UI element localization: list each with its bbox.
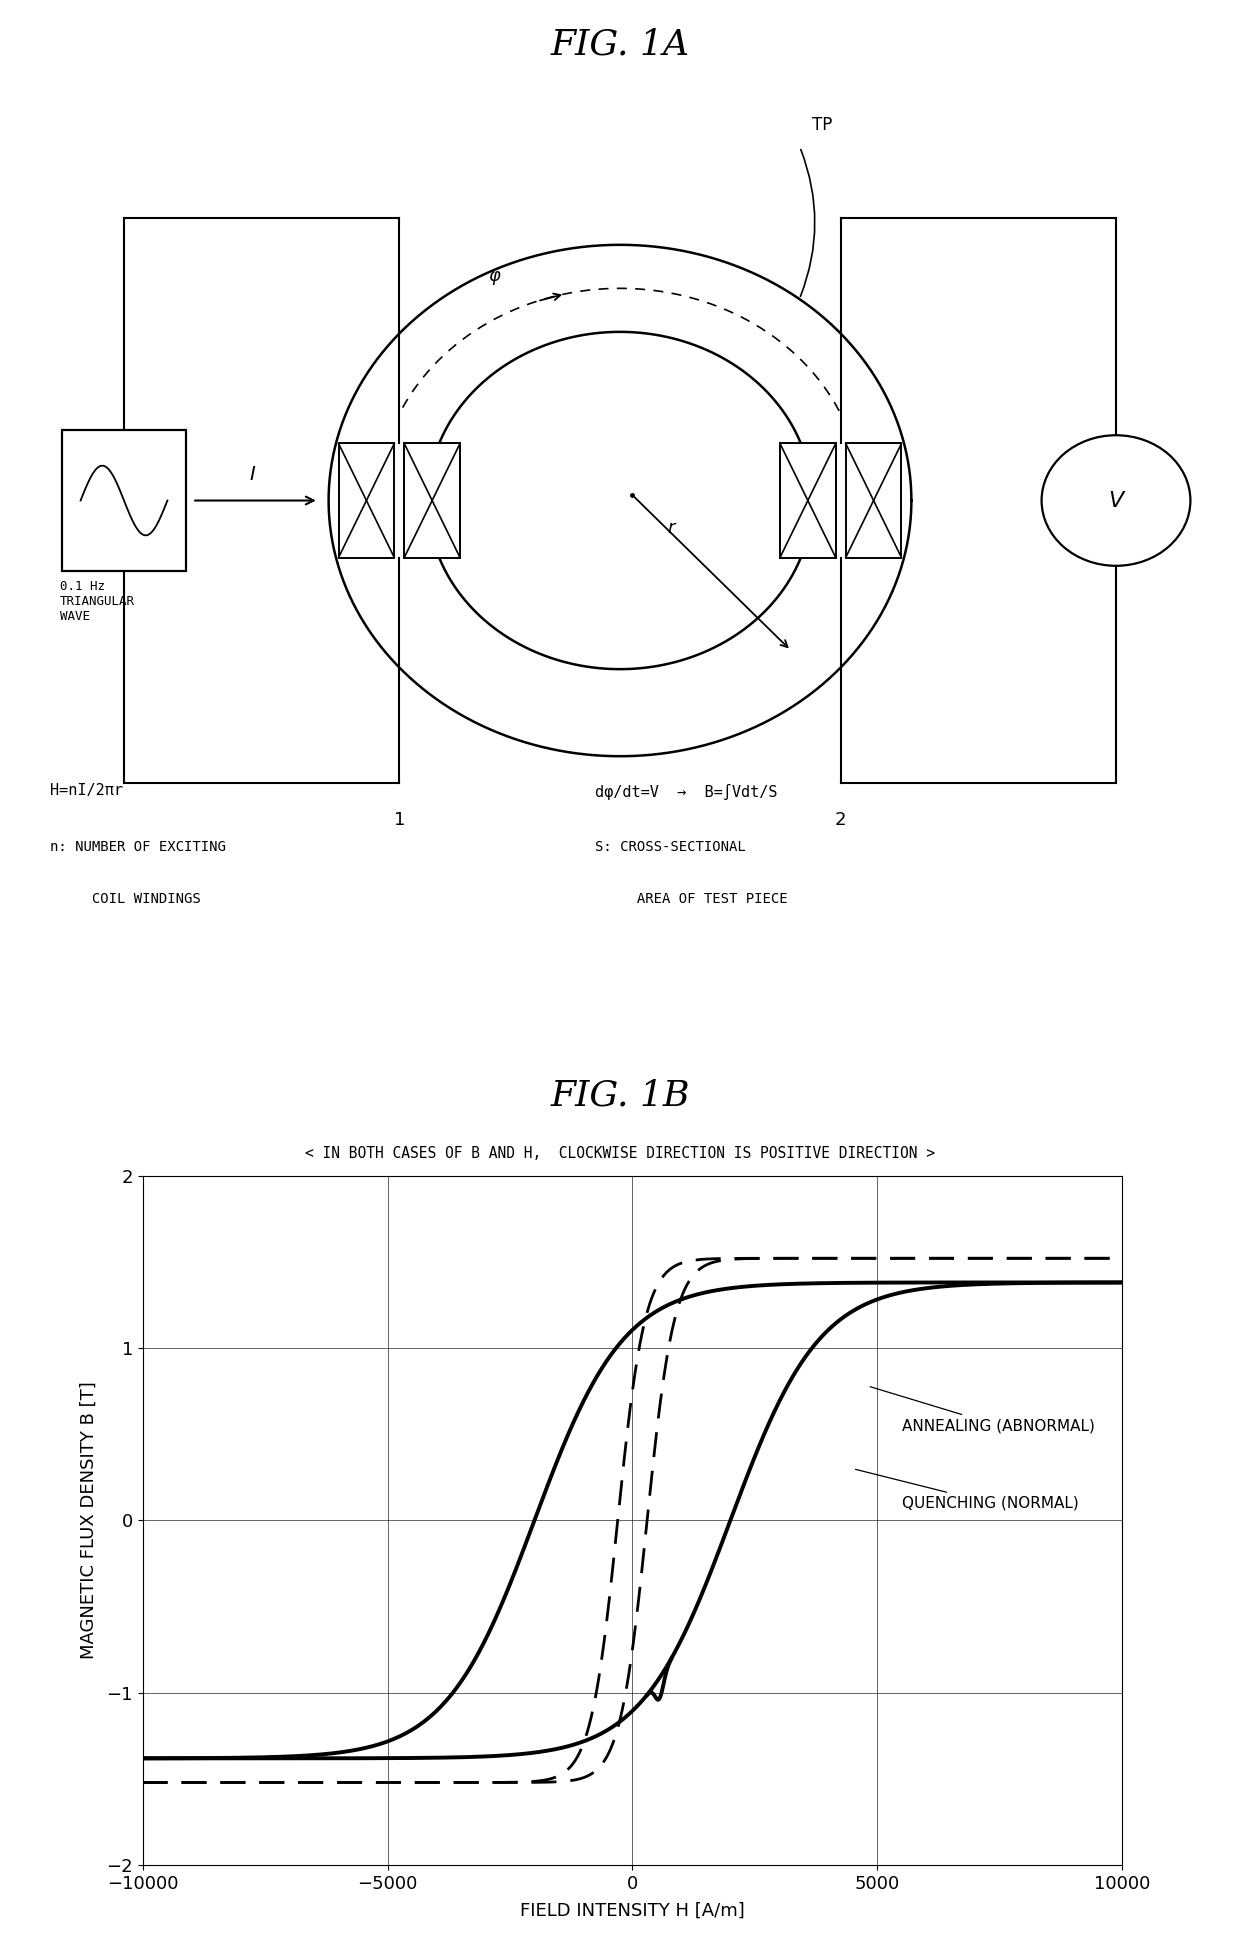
Text: TP: TP <box>812 117 832 134</box>
Text: < IN BOTH CASES OF B AND H,  CLOCKWISE DIRECTION IS POSITIVE DIRECTION >: < IN BOTH CASES OF B AND H, CLOCKWISE DI… <box>305 1146 935 1162</box>
Text: ANNEALING (ABNORMAL): ANNEALING (ABNORMAL) <box>870 1387 1095 1434</box>
X-axis label: FIELD INTENSITY H [A/m]: FIELD INTENSITY H [A/m] <box>520 1902 745 1920</box>
Bar <box>846 443 901 558</box>
Text: n: NUMBER OF EXCITING: n: NUMBER OF EXCITING <box>50 839 226 855</box>
Bar <box>780 443 836 558</box>
Text: S: CROSS-SECTIONAL: S: CROSS-SECTIONAL <box>595 839 746 855</box>
Bar <box>404 443 460 558</box>
Text: FIG. 1B: FIG. 1B <box>551 1078 689 1111</box>
Text: I: I <box>249 464 255 484</box>
Text: dφ/dt=V  →  B=∫Vdt/S: dφ/dt=V → B=∫Vdt/S <box>595 783 777 801</box>
Text: H=nI/2πr: H=nI/2πr <box>50 783 123 799</box>
Bar <box>62 429 186 571</box>
Circle shape <box>1042 435 1190 565</box>
Text: 0.1 Hz
TRIANGULAR
WAVE: 0.1 Hz TRIANGULAR WAVE <box>60 579 134 624</box>
Y-axis label: MAGNETIC FLUX DENSITY B [T]: MAGNETIC FLUX DENSITY B [T] <box>79 1381 98 1659</box>
Text: r: r <box>667 519 675 536</box>
Text: COIL WINDINGS: COIL WINDINGS <box>50 892 201 905</box>
Bar <box>339 443 394 558</box>
Text: QUENCHING (NORMAL): QUENCHING (NORMAL) <box>856 1469 1079 1510</box>
Text: 1: 1 <box>393 810 405 828</box>
Text: φ: φ <box>489 266 500 286</box>
Text: AREA OF TEST PIECE: AREA OF TEST PIECE <box>595 892 787 905</box>
Text: V: V <box>1109 490 1123 511</box>
Text: 2: 2 <box>835 810 847 828</box>
Text: FIG. 1A: FIG. 1A <box>551 27 689 60</box>
